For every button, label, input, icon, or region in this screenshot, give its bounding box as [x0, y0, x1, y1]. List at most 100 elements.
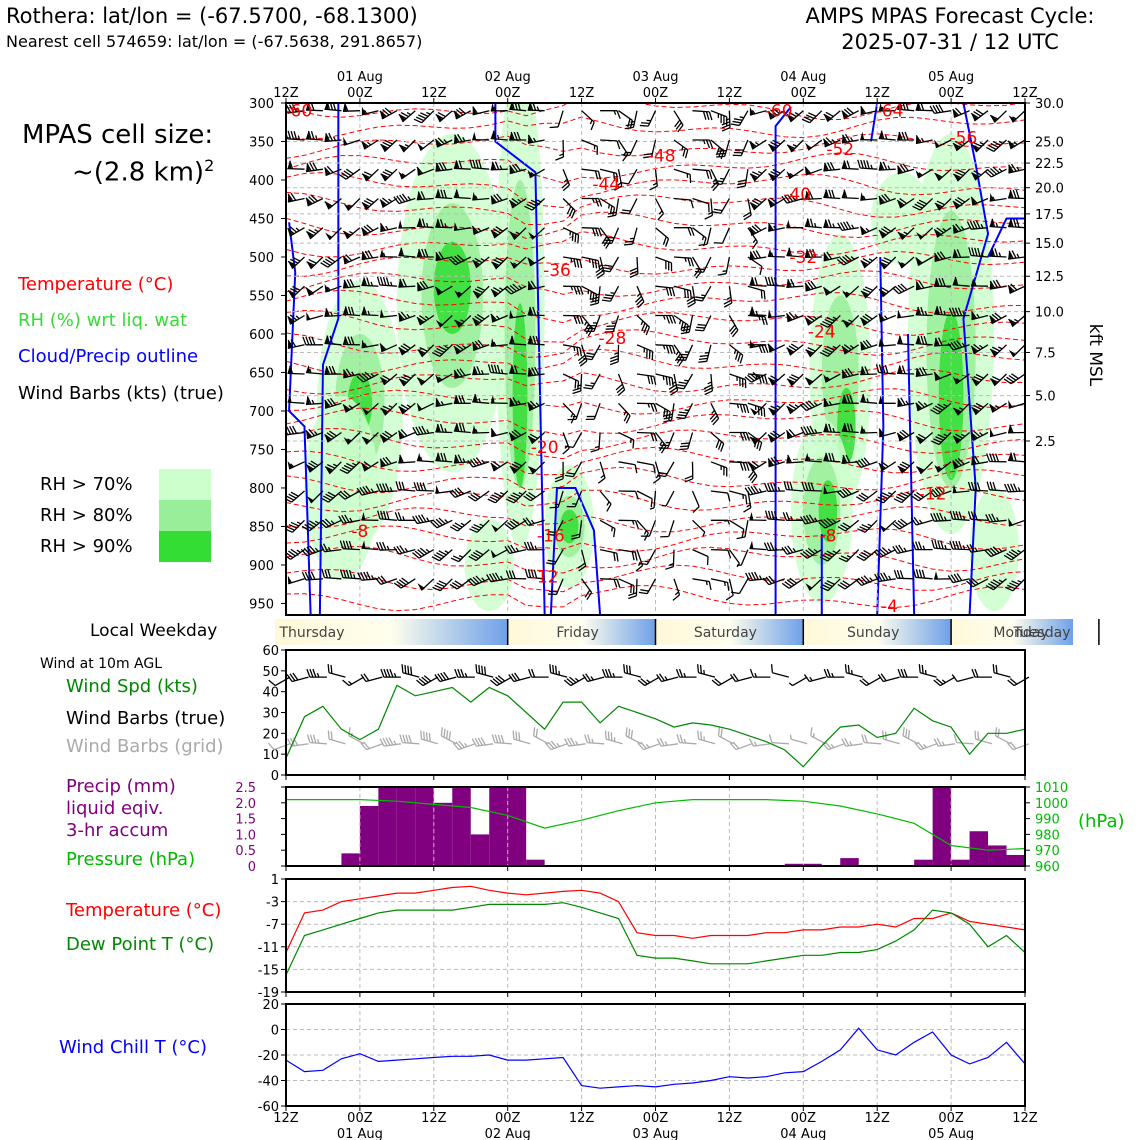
- barb-flag: [509, 232, 517, 240]
- barb-half: [887, 165, 891, 170]
- barb-full: [843, 394, 848, 404]
- barb-full: [751, 460, 760, 468]
- wind-barb: [930, 402, 952, 415]
- barb-full: [764, 510, 769, 519]
- barb-full: [329, 397, 337, 406]
- barb-full: [523, 495, 532, 502]
- barb-half: [711, 409, 716, 415]
- barb-full: [859, 226, 867, 234]
- barb-half: [717, 113, 720, 118]
- barb-full: [455, 423, 460, 432]
- wind-barb: [929, 486, 952, 498]
- barb-flag: [472, 366, 477, 375]
- barb-flag: [342, 103, 347, 112]
- precip-ytick-label: 0.5: [235, 844, 256, 859]
- barb-flag: [361, 540, 366, 549]
- barb-half: [402, 516, 405, 521]
- wind-barb: [749, 106, 767, 116]
- wind-barb: [703, 373, 714, 396]
- barb-half: [943, 516, 947, 521]
- isotherm-line-6: [286, 211, 1025, 240]
- wind-barb: [555, 139, 565, 161]
- barb-full: [630, 584, 632, 594]
- wind-barb: [636, 431, 658, 442]
- barb-flag: [767, 434, 775, 443]
- barb-full: [398, 405, 407, 412]
- barb-half: [517, 400, 521, 405]
- barb-half: [832, 519, 837, 524]
- barb-full: [681, 328, 690, 332]
- barb-full: [287, 315, 295, 323]
- wind-barb: [842, 285, 860, 299]
- barb-full: [452, 582, 460, 588]
- barb-half: [814, 429, 818, 434]
- wind-barb: [911, 541, 933, 551]
- wind-barb: [878, 161, 896, 171]
- barb-full: [841, 110, 849, 117]
- wind-barb-grid: [604, 730, 623, 745]
- barb-full: [750, 485, 757, 494]
- barb-full: [728, 324, 736, 333]
- barb-full: [382, 483, 387, 492]
- barb-half: [671, 381, 677, 385]
- wind-barb: [710, 432, 725, 452]
- barb-full: [309, 545, 316, 553]
- barb-full: [788, 376, 798, 381]
- barb-full: [402, 278, 407, 287]
- wind-barb: [897, 256, 915, 269]
- barb-full: [768, 734, 773, 743]
- barb-full: [916, 491, 924, 498]
- barb-full: [807, 400, 816, 408]
- wind-barb: [603, 227, 620, 244]
- barb-full: [899, 431, 907, 438]
- wind-barb-grid: [584, 734, 605, 745]
- barb-full: [573, 315, 578, 324]
- barb-full: [758, 442, 763, 451]
- barb-full: [704, 214, 713, 220]
- cell-size-label: MPAS cell size:: [22, 120, 214, 150]
- barb-full: [400, 111, 409, 118]
- barb-full: [679, 734, 684, 744]
- barb-half: [559, 153, 564, 157]
- barb-full: [787, 454, 792, 463]
- wind-barb: [416, 314, 435, 326]
- wind-barb: [286, 519, 305, 533]
- barb-full: [455, 189, 460, 198]
- barb-full: [306, 668, 311, 678]
- pressure-ytick-label: 960: [1035, 860, 1060, 875]
- barb-full: [327, 491, 336, 497]
- barb-full: [859, 341, 867, 349]
- wind-barb-true: [623, 664, 642, 678]
- barb-full: [773, 482, 778, 492]
- barb-full: [286, 526, 295, 531]
- barb-full: [276, 367, 280, 375]
- barb-full: [751, 200, 761, 206]
- barb-full: [379, 458, 386, 466]
- wind-barb: [356, 485, 379, 496]
- barb-staff: [769, 110, 786, 120]
- barb-full: [305, 287, 314, 294]
- barb-flag: [749, 512, 754, 521]
- barb-full: [935, 436, 944, 441]
- cloud-outline-8: [870, 103, 879, 142]
- barb-half: [518, 492, 523, 496]
- wind-barb: [597, 461, 606, 484]
- barb-staff: [379, 314, 397, 318]
- barb-staff: [475, 314, 490, 327]
- barb-full: [843, 221, 849, 230]
- barb-full: [454, 319, 463, 325]
- barb-flag: [841, 395, 846, 404]
- barb-half: [631, 520, 635, 525]
- wind-barb: [435, 110, 453, 123]
- barb-half: [500, 369, 504, 374]
- barb-flag: [879, 289, 886, 297]
- pressure-tick-label: 550: [249, 289, 274, 304]
- barb-full: [743, 507, 752, 513]
- barb-full: [586, 592, 593, 601]
- barb-full: [786, 347, 795, 353]
- barb-full: [659, 447, 668, 449]
- wind-barb-true: [342, 676, 365, 687]
- wind-barb: [508, 197, 527, 209]
- barb-staff: [919, 227, 934, 240]
- barb-full: [810, 482, 815, 491]
